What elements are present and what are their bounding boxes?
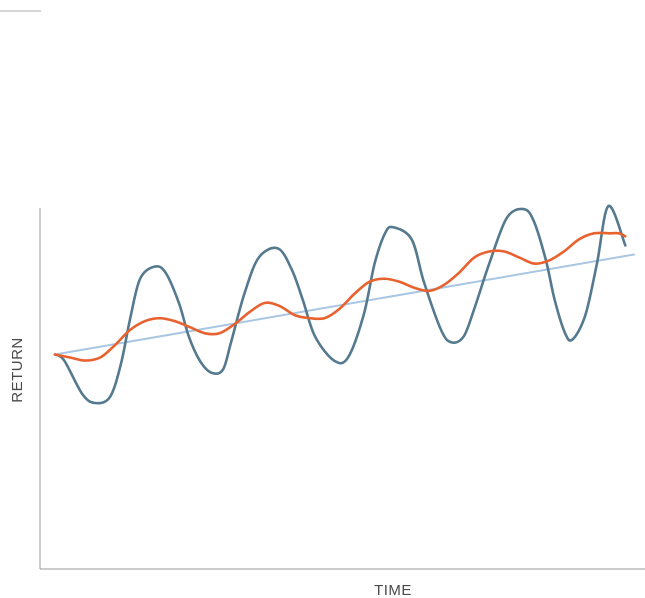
series-line-3: [53, 231, 627, 362]
top-divider: [0, 10, 41, 12]
x-axis-label: TIME: [374, 582, 412, 598]
series-line-2: [53, 204, 627, 405]
y-axis-label: RETURN: [9, 337, 26, 403]
series-layer: [53, 204, 635, 405]
